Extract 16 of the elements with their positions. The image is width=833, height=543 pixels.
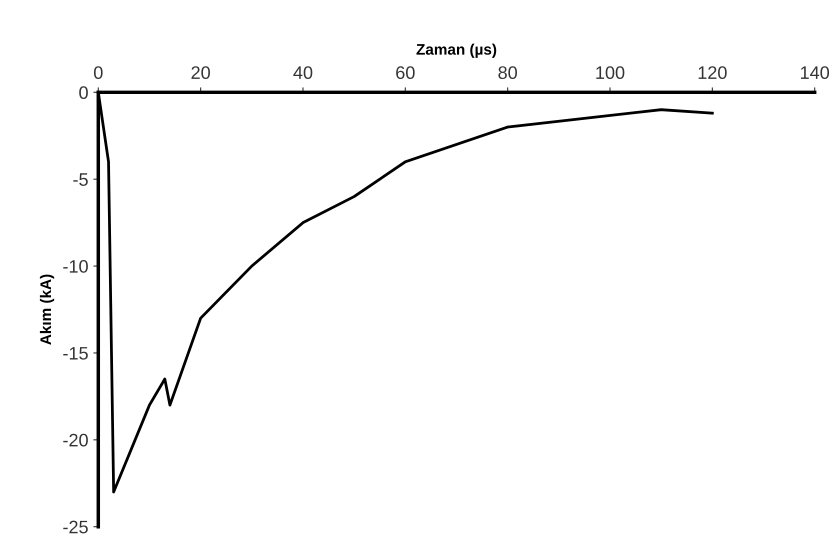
- x-tick-label: 20: [192, 66, 210, 80]
- y-tick-label: -25: [63, 520, 88, 534]
- x-tick-label: 40: [293, 66, 312, 80]
- x-tick-label: 140: [800, 66, 830, 80]
- x-tick-label: 0: [94, 66, 103, 80]
- y-tick-label: 0: [79, 86, 88, 100]
- y-axis-title: Akım (kA): [40, 274, 54, 345]
- x-axis-title: Zaman (µs): [416, 44, 496, 58]
- x-tick-label: 100: [596, 66, 624, 80]
- y-tick-label: -20: [63, 434, 88, 447]
- y-tick-label: -5: [73, 173, 88, 186]
- y-tick-label: -15: [63, 347, 88, 360]
- x-tick-label: 80: [498, 66, 517, 80]
- x-tick-label: 60: [396, 66, 415, 80]
- y-tick-label: -10: [63, 260, 88, 273]
- x-tick-label: 120: [698, 66, 727, 80]
